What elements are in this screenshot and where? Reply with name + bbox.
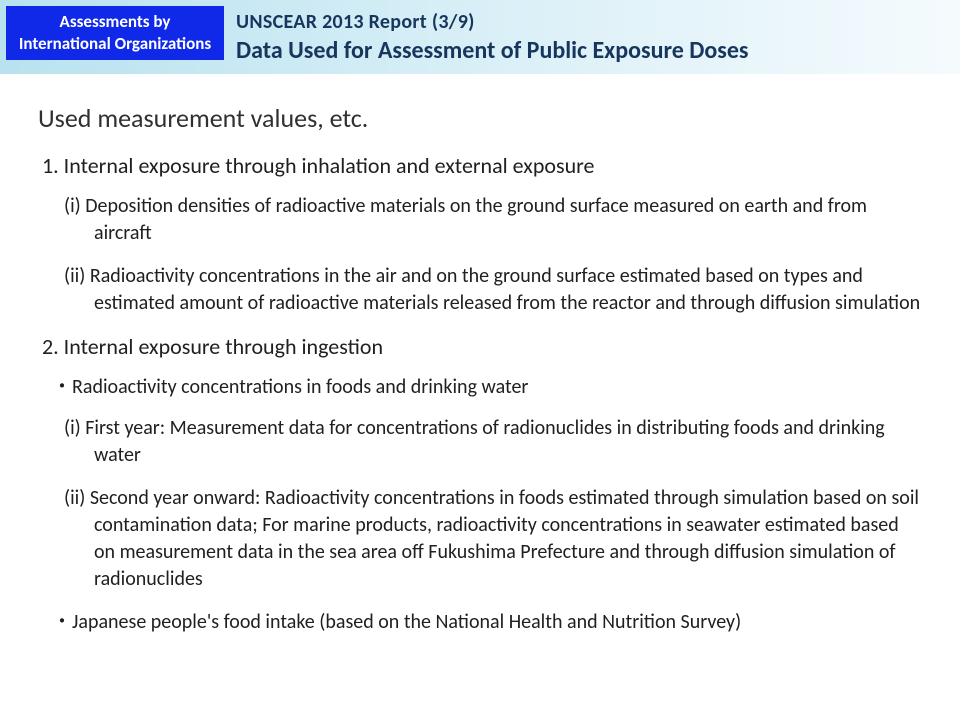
badge-line-1: Assessments by	[60, 11, 171, 33]
category-badge: Assessments by International Organizatio…	[6, 6, 224, 60]
section-2-bullet-1: ・Radioactivity concentrations in foods a…	[38, 374, 922, 401]
badge-line-2: International Organizations	[19, 33, 211, 55]
header-bar: Assessments by International Organizatio…	[0, 0, 960, 74]
section-1-head: 1. Internal exposure through inhalation …	[38, 152, 922, 179]
section-2-item-ii: (ii) Second year onward: Radioactivity c…	[38, 485, 922, 593]
section-1-item-i: (i) Deposition densities of radioactive …	[38, 193, 922, 247]
title-block: UNSCEAR 2013 Report (3/9) Data Used for …	[236, 10, 748, 65]
lead-text: Used measurement values, etc.	[38, 102, 922, 134]
section-2-head: 2. Internal exposure through ingestion	[38, 333, 922, 360]
section-2-item-i: (i) First year: Measurement data for con…	[38, 415, 922, 469]
report-subtitle: UNSCEAR 2013 Report (3/9)	[236, 10, 748, 34]
content-area: Used measurement values, etc. 1. Interna…	[0, 74, 960, 636]
section-2-bullet-2: ・Japanese people's food intake (based on…	[38, 609, 922, 636]
report-title: Data Used for Assessment of Public Expos…	[236, 36, 748, 65]
section-1-item-ii: (ii) Radioactivity concentrations in the…	[38, 263, 922, 317]
